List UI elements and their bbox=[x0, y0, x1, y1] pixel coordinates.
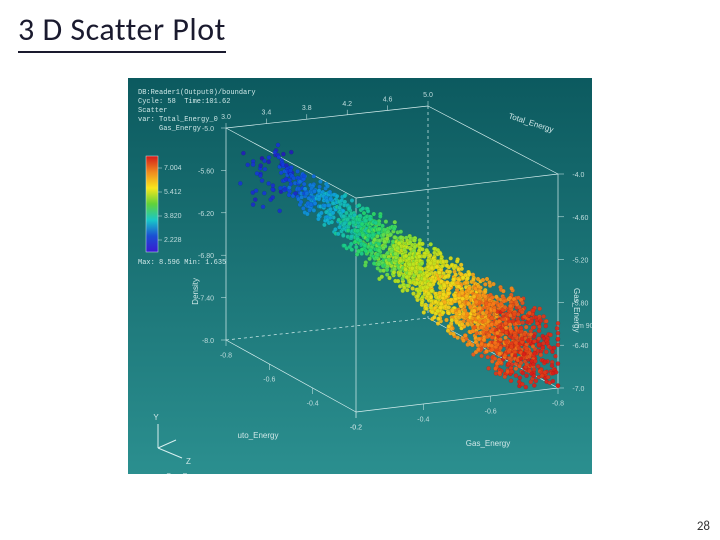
svg-text:-6.20: -6.20 bbox=[198, 211, 214, 218]
svg-text:3.0: 3.0 bbox=[221, 114, 231, 121]
svg-text:-0.6: -0.6 bbox=[263, 376, 275, 383]
svg-text:-5.60: -5.60 bbox=[198, 168, 214, 175]
svg-text:4.2: 4.2 bbox=[342, 101, 352, 108]
svg-text:-7.0: -7.0 bbox=[572, 386, 584, 393]
svg-text:5.0: 5.0 bbox=[423, 92, 433, 99]
svg-text:-6.40: -6.40 bbox=[572, 343, 588, 350]
page-number: 28 bbox=[697, 519, 710, 534]
svg-text:-0.4: -0.4 bbox=[417, 416, 429, 423]
svg-text:7.004: 7.004 bbox=[164, 165, 182, 172]
svg-text:-5.20: -5.20 bbox=[572, 258, 588, 265]
svg-text:Y: Y bbox=[153, 413, 159, 422]
svg-text:-0.6: -0.6 bbox=[485, 408, 497, 415]
svg-text:-0.8: -0.8 bbox=[552, 400, 564, 407]
svg-text:-0.8: -0.8 bbox=[220, 352, 232, 359]
plot-background bbox=[128, 78, 592, 474]
svg-text:Cycle: 58 Time:101.62: Cycle: 58 Time:101.62 bbox=[138, 98, 230, 106]
svg-text:-5.0: -5.0 bbox=[202, 126, 214, 133]
svg-text:Gas_Energy: Gas_Energy bbox=[166, 473, 205, 474]
slide-title: 3 D Scatter Plot bbox=[18, 10, 226, 53]
svg-text:-6.80: -6.80 bbox=[198, 253, 214, 260]
svg-text:Z: Z bbox=[186, 457, 191, 466]
svg-text:5.412: 5.412 bbox=[164, 189, 182, 196]
svg-text:DB:Reader1(Output0)/boundary: DB:Reader1(Output0)/boundary bbox=[138, 89, 256, 97]
svg-text:m 90: m 90 bbox=[578, 323, 592, 330]
svg-text:3.4: 3.4 bbox=[262, 110, 272, 117]
svg-text:-0.2: -0.2 bbox=[350, 424, 362, 431]
svg-text:-0.4: -0.4 bbox=[307, 400, 319, 407]
svg-text:3.8: 3.8 bbox=[302, 105, 312, 112]
svg-text:Density: Density bbox=[191, 278, 200, 305]
scatter3d-plot: DB:Reader1(Output0)/boundaryCycle: 58 Ti… bbox=[128, 78, 592, 474]
svg-text:-4.0: -4.0 bbox=[572, 172, 584, 179]
svg-text:Gas_Energy: Gas_Energy bbox=[466, 439, 510, 448]
svg-text:-4.60: -4.60 bbox=[572, 215, 588, 222]
svg-text:Scatter: Scatter bbox=[138, 107, 167, 115]
svg-text:2.228: 2.228 bbox=[164, 237, 182, 244]
svg-text:var: Total_Energy_0: var: Total_Energy_0 bbox=[138, 116, 218, 124]
svg-text:4.6: 4.6 bbox=[383, 96, 393, 103]
svg-text:3.820: 3.820 bbox=[164, 213, 182, 220]
svg-text:uto_Energy: uto_Energy bbox=[238, 431, 279, 440]
svg-text:-7.40: -7.40 bbox=[198, 296, 214, 303]
scatter3d-svg: DB:Reader1(Output0)/boundaryCycle: 58 Ti… bbox=[128, 78, 592, 474]
svg-text:-8.0: -8.0 bbox=[202, 338, 214, 345]
svg-text:Gas_Energy: Gas_Energy bbox=[138, 125, 201, 133]
